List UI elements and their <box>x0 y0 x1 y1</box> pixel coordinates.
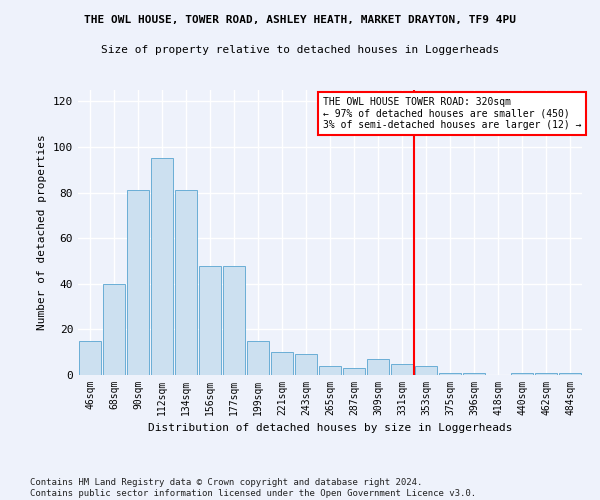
Bar <box>511 372 533 375</box>
Bar <box>151 158 173 375</box>
X-axis label: Distribution of detached houses by size in Loggerheads: Distribution of detached houses by size … <box>148 424 512 434</box>
Bar <box>127 190 149 375</box>
Bar <box>535 372 557 375</box>
Bar <box>199 266 221 375</box>
Y-axis label: Number of detached properties: Number of detached properties <box>37 134 47 330</box>
Bar <box>295 354 317 375</box>
Bar <box>103 284 125 375</box>
Bar <box>79 341 101 375</box>
Text: THE OWL HOUSE TOWER ROAD: 320sqm
← 97% of detached houses are smaller (450)
3% o: THE OWL HOUSE TOWER ROAD: 320sqm ← 97% o… <box>323 97 581 130</box>
Bar <box>559 372 581 375</box>
Bar <box>463 372 485 375</box>
Bar <box>223 266 245 375</box>
Bar <box>247 341 269 375</box>
Bar <box>175 190 197 375</box>
Bar <box>415 366 437 375</box>
Bar <box>271 352 293 375</box>
Text: Size of property relative to detached houses in Loggerheads: Size of property relative to detached ho… <box>101 45 499 55</box>
Text: THE OWL HOUSE, TOWER ROAD, ASHLEY HEATH, MARKET DRAYTON, TF9 4PU: THE OWL HOUSE, TOWER ROAD, ASHLEY HEATH,… <box>84 15 516 25</box>
Bar <box>343 368 365 375</box>
Bar <box>319 366 341 375</box>
Text: Contains HM Land Registry data © Crown copyright and database right 2024.
Contai: Contains HM Land Registry data © Crown c… <box>30 478 476 498</box>
Bar <box>391 364 413 375</box>
Bar <box>367 359 389 375</box>
Bar <box>439 372 461 375</box>
